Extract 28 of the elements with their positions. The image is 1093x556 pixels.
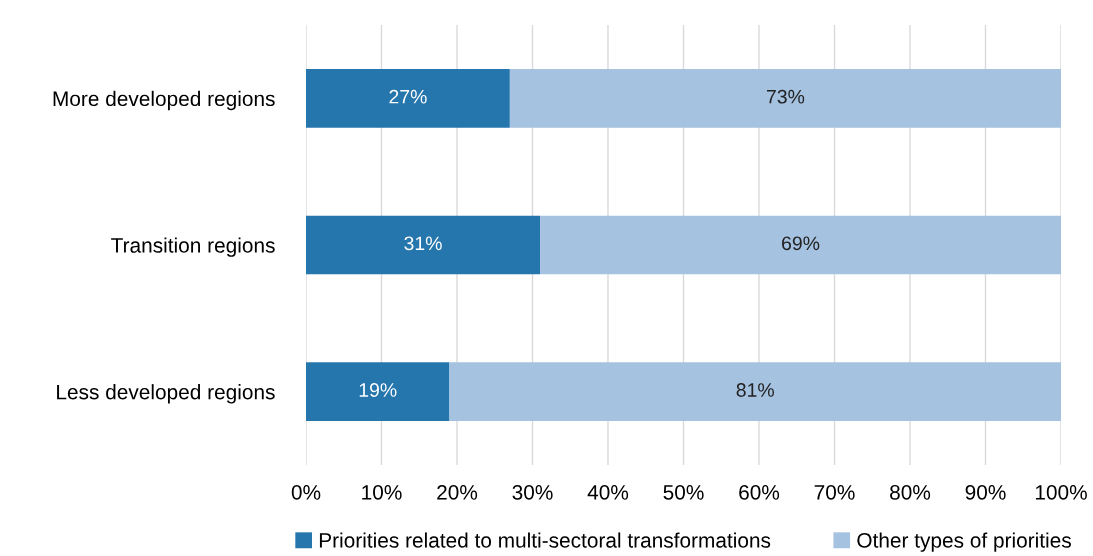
- bar: [449, 362, 1061, 421]
- bar: [306, 362, 450, 421]
- data-label: 81%: [736, 383, 774, 397]
- x-tick-label: 90%: [965, 484, 1006, 500]
- bar: [306, 215, 541, 275]
- bar: [306, 69, 510, 128]
- x-tick-label: 20%: [437, 484, 478, 500]
- x-tick-label: 100%: [1035, 484, 1087, 500]
- data-label: 73%: [766, 89, 805, 104]
- y-tick-label: Less developed regions: [57, 384, 275, 404]
- data-label: 19%: [359, 383, 397, 397]
- x-tick-label: 80%: [890, 484, 931, 500]
- x-tick-label: 0%: [291, 484, 321, 500]
- x-tick-label: 50%: [663, 484, 704, 500]
- bar: [540, 215, 1061, 275]
- bar: [509, 69, 1061, 128]
- x-tick-label: 10%: [362, 484, 402, 500]
- x-tick-label: 40%: [587, 484, 629, 500]
- y-tick-label: Transition regions: [111, 237, 275, 257]
- data-label: 27%: [389, 89, 427, 104]
- legend-label: Other types of priorities: [857, 532, 1071, 552]
- data-label: 31%: [404, 236, 442, 251]
- x-tick-label: 30%: [512, 484, 553, 500]
- data-label: 69%: [782, 236, 820, 251]
- x-tick-label: 70%: [814, 484, 855, 500]
- y-tick-label: More developed regions: [53, 90, 275, 111]
- legend-label: Priorities related to multi-sectoral transformations: [319, 532, 771, 548]
- x-tick-label: 60%: [739, 484, 780, 500]
